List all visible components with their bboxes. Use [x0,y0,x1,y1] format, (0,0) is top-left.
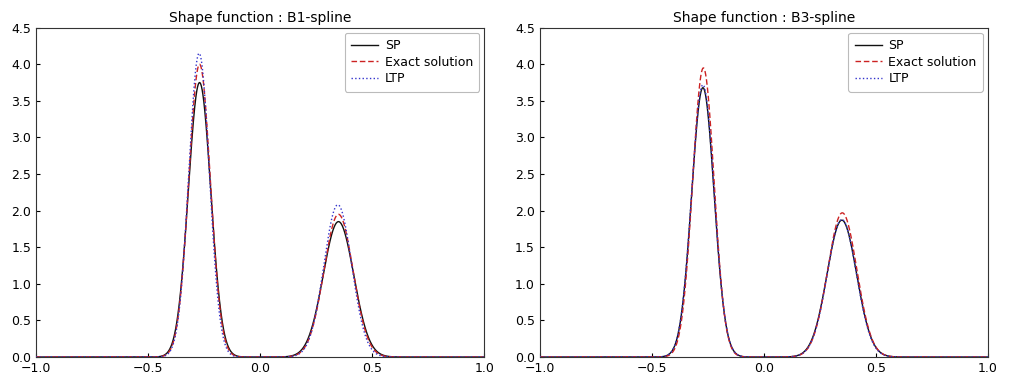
LTP [705,156,717,160]
LTP [108,355,120,359]
Line: SP: SP [540,88,988,357]
SP [421,355,433,359]
SP [108,355,120,359]
SP [697,85,709,90]
Exact solution [697,66,709,70]
SP [534,355,546,359]
Legend: SP, Exact solution, LTP: SP, Exact solution, LTP [345,33,479,91]
LTP [534,355,546,359]
SP [585,355,597,359]
Line: Exact solution: Exact solution [540,68,988,357]
LTP [611,355,624,359]
LTP [421,355,433,359]
Exact solution [421,355,433,359]
SP [974,355,986,359]
Exact solution [221,344,233,349]
Exact solution [725,345,738,349]
SP [221,342,233,347]
Line: LTP: LTP [540,85,988,357]
Exact solution [478,355,490,359]
Legend: SP, Exact solution, LTP: SP, Exact solution, LTP [849,33,983,91]
LTP [221,348,233,352]
Exact solution [982,355,994,359]
SP [725,344,738,348]
SP [30,355,42,359]
SP [982,355,994,359]
Exact solution [202,139,214,144]
LTP [478,355,490,359]
Exact solution [974,355,986,359]
Line: SP: SP [36,83,484,357]
SP [925,355,937,359]
LTP [725,344,738,348]
SP [81,355,93,359]
Line: Exact solution: Exact solution [36,64,484,357]
Exact solution [534,355,546,359]
Exact solution [469,355,481,359]
Exact solution [30,355,42,359]
Exact solution [705,142,717,147]
SP [611,355,624,359]
Exact solution [585,355,597,359]
LTP [974,355,986,359]
LTP [469,355,481,359]
LTP [585,355,597,359]
Title: Shape function : B1-spline: Shape function : B1-spline [169,11,351,25]
SP [469,355,481,359]
SP [202,148,214,152]
Exact solution [108,355,120,359]
SP [194,80,206,85]
LTP [982,355,994,359]
LTP [697,83,709,87]
Exact solution [925,355,937,359]
Line: LTP: LTP [36,53,484,357]
LTP [202,145,214,150]
Exact solution [81,355,93,359]
LTP [193,51,205,56]
LTP [81,355,93,359]
SP [478,355,490,359]
Title: Shape function : B3-spline: Shape function : B3-spline [673,11,855,25]
SP [705,158,717,163]
Exact solution [194,62,206,66]
LTP [30,355,42,359]
LTP [925,355,937,359]
Exact solution [611,355,624,359]
